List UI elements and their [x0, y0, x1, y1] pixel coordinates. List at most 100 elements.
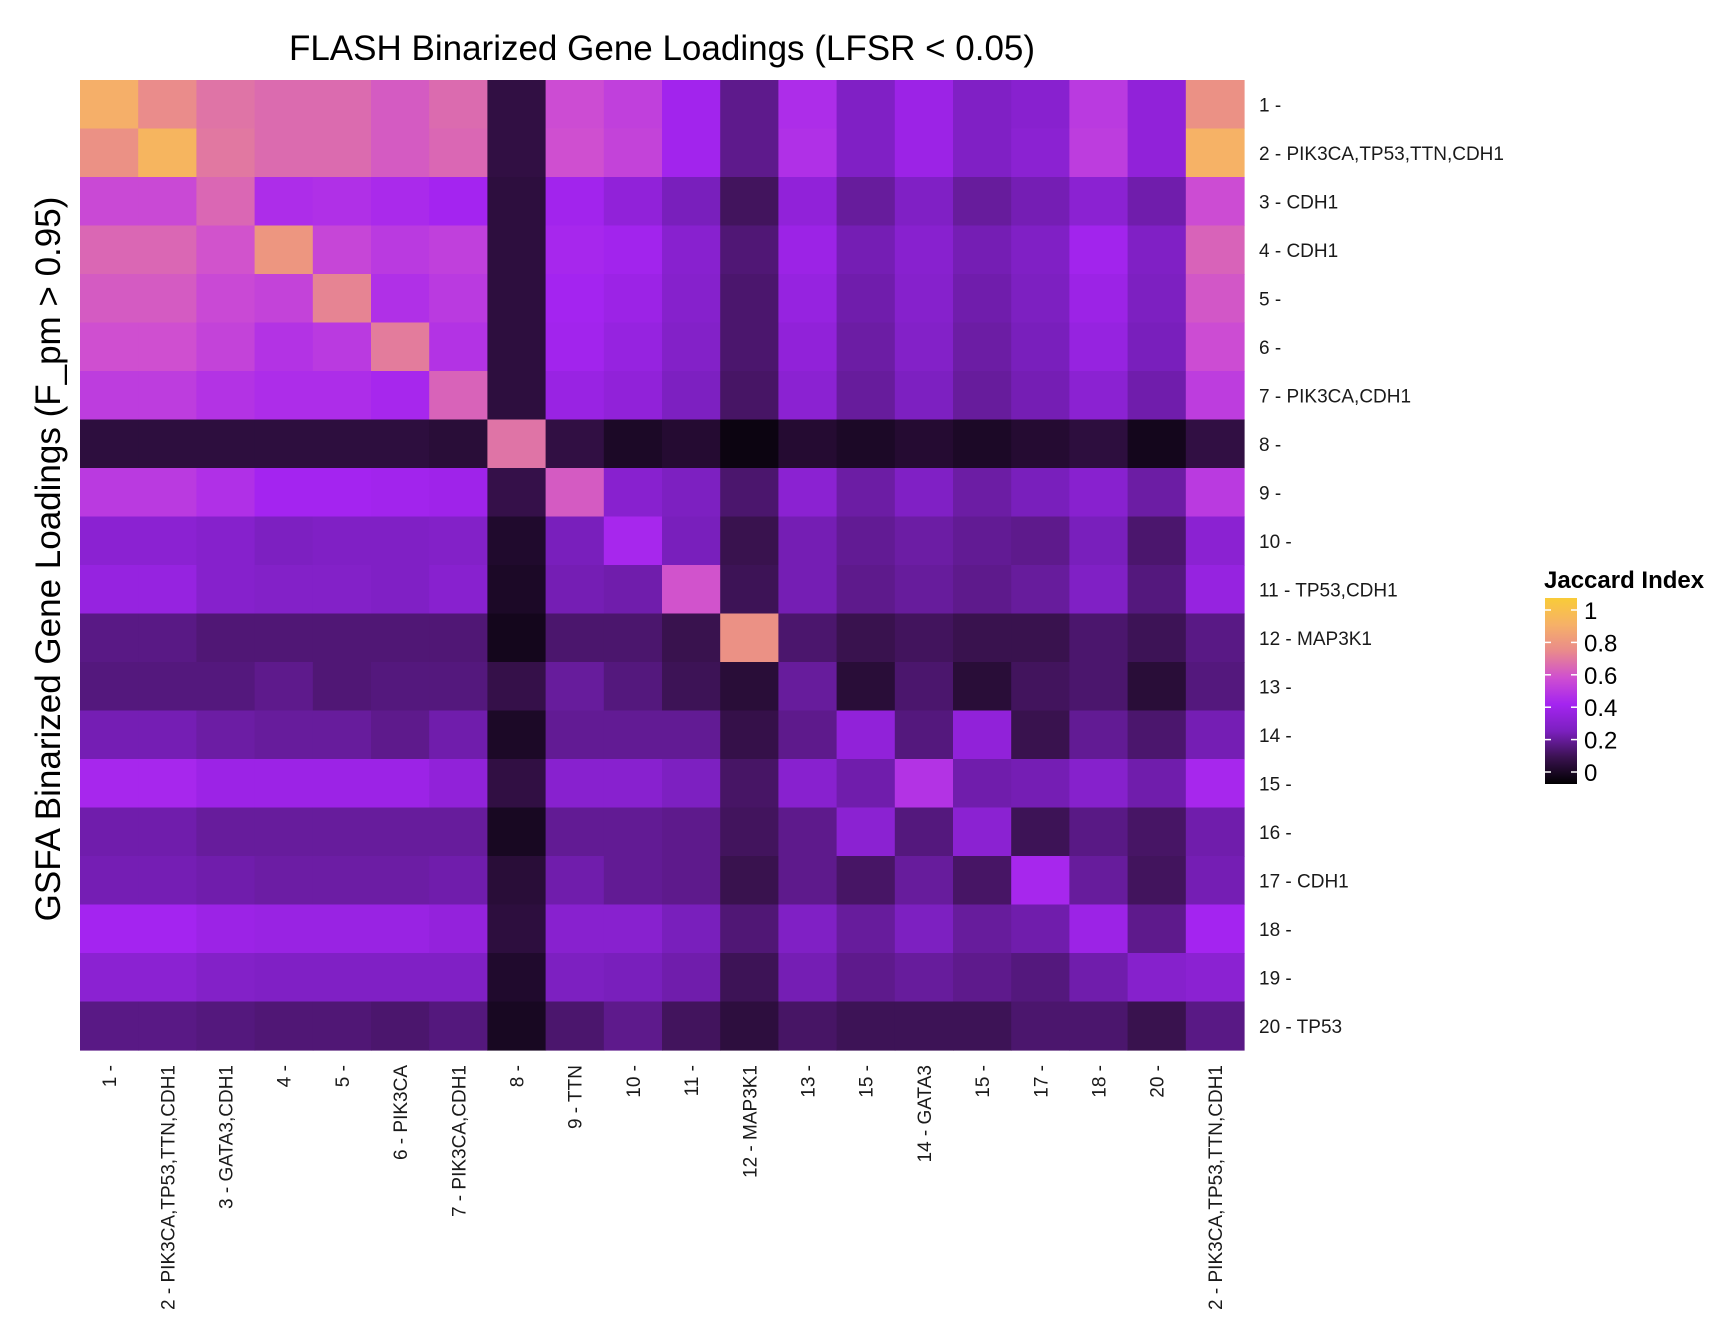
- heatmap-cell: [312, 419, 372, 469]
- legend-tick-label: 0.8: [1584, 630, 1617, 657]
- heatmap-cell: [603, 759, 663, 809]
- y-tick-label: 13 -: [1259, 677, 1292, 698]
- heatmap-cell: [720, 128, 779, 178]
- heatmap-cell: [836, 807, 896, 857]
- heatmap-cell: [1069, 710, 1129, 760]
- heatmap-cell: [196, 371, 256, 421]
- heatmap-cell: [1127, 613, 1187, 663]
- heatmap-cell: [80, 662, 139, 712]
- heatmap-cell: [1127, 565, 1187, 615]
- heatmap-cell: [1069, 807, 1129, 857]
- heatmap-cell: [662, 177, 721, 227]
- heatmap-cell: [720, 371, 779, 421]
- heatmap-cell: [1069, 468, 1129, 518]
- heatmap-cell: [720, 419, 779, 469]
- heatmap-cell: [487, 1001, 547, 1051]
- x-tick-label: 13 -: [799, 1065, 820, 1098]
- heatmap-cell: [894, 856, 954, 906]
- heatmap-cell: [662, 516, 721, 566]
- heatmap-cell: [778, 856, 838, 906]
- x-tick-label: 7 - PIK3CA,CDH1: [449, 1065, 470, 1217]
- heatmap-cell: [429, 419, 488, 469]
- heatmap-cell: [1069, 759, 1129, 809]
- heatmap-cell: [138, 274, 197, 324]
- heatmap-cell: [545, 904, 605, 954]
- heatmap-cell: [662, 856, 721, 906]
- heatmap-cell: [371, 468, 430, 518]
- heatmap-cell: [371, 953, 430, 1003]
- heatmap-cell: [545, 710, 605, 760]
- heatmap-cell: [720, 710, 779, 760]
- y-tick-label: 1 -: [1259, 95, 1281, 116]
- legend-colorbar: [1545, 598, 1577, 784]
- y-tick-label: 19 -: [1259, 968, 1292, 989]
- heatmap-cell: [138, 662, 197, 712]
- heatmap-cell: [720, 759, 779, 809]
- heatmap-cell: [196, 516, 256, 566]
- heatmap-cell: [1069, 904, 1129, 954]
- x-tick-label: 12 - MAP3K1: [740, 1065, 761, 1178]
- heatmap-cell: [429, 613, 488, 663]
- legend-tick-label: 0: [1584, 760, 1597, 787]
- heatmap-cell: [545, 177, 605, 227]
- heatmap-cell: [371, 710, 430, 760]
- heatmap-cell: [778, 807, 838, 857]
- heatmap-cell: [429, 565, 488, 615]
- heatmap-cell: [1011, 177, 1070, 227]
- heatmap-cell: [312, 759, 372, 809]
- heatmap-cell: [138, 322, 197, 372]
- x-tick-label: 15 -: [857, 1065, 878, 1098]
- heatmap-cell: [720, 807, 779, 857]
- heatmap-cell: [1069, 419, 1129, 469]
- heatmap-cell: [429, 468, 488, 518]
- heatmap-cell: [953, 565, 1012, 615]
- heatmap-cell: [1011, 904, 1070, 954]
- heatmap-cell: [254, 371, 314, 421]
- heatmap-cell: [953, 274, 1012, 324]
- heatmap-cell: [953, 662, 1012, 712]
- heatmap-cell: [80, 468, 139, 518]
- heatmap-cell: [662, 904, 721, 954]
- heatmap-cell: [312, 468, 372, 518]
- x-tick-label: 4 -: [275, 1065, 296, 1087]
- heatmap-cell: [603, 468, 663, 518]
- heatmap-cell: [720, 516, 779, 566]
- heatmap-cell: [1011, 856, 1070, 906]
- heatmap-cell: [1069, 953, 1129, 1003]
- heatmap-cell: [545, 1001, 605, 1051]
- heatmap-cell: [894, 225, 954, 275]
- heatmap-cell: [80, 856, 139, 906]
- heatmap-cell: [138, 128, 197, 178]
- heatmap-cell: [953, 710, 1012, 760]
- x-tick-label: 5 -: [333, 1065, 354, 1087]
- heatmap-cell: [720, 274, 779, 324]
- heatmap-cell: [1185, 1001, 1245, 1051]
- heatmap-cell: [429, 807, 488, 857]
- heatmap-cell: [80, 710, 139, 760]
- heatmap-cell: [1127, 759, 1187, 809]
- heatmap-cell: [545, 953, 605, 1003]
- heatmap-cell: [312, 904, 372, 954]
- heatmap-cell: [662, 759, 721, 809]
- heatmap-cell: [778, 80, 838, 130]
- heatmap-cell: [603, 1001, 663, 1051]
- heatmap-cell: [80, 516, 139, 566]
- heatmap-cell: [487, 759, 547, 809]
- heatmap-cell: [254, 419, 314, 469]
- legend-ticks: 1 0.8 0.6 0.4 0.2 0: [1545, 598, 1617, 787]
- heatmap-cell: [487, 225, 547, 275]
- heatmap-cell: [487, 710, 547, 760]
- heatmap-cell: [80, 128, 139, 178]
- heatmap-cell: [138, 419, 197, 469]
- heatmap-cell: [836, 710, 896, 760]
- heatmap-cell: [1127, 322, 1187, 372]
- heatmap-cell: [312, 613, 372, 663]
- heatmap-cell: [662, 80, 721, 130]
- heatmap-cell: [1069, 371, 1129, 421]
- heatmap-cell: [603, 516, 663, 566]
- heatmap-cell: [1185, 565, 1245, 615]
- y-axis-label: GSFA Binarized Gene Loadings (F_pm > 0.9…: [29, 197, 68, 922]
- heatmap-cell: [254, 322, 314, 372]
- heatmap-cell: [487, 807, 547, 857]
- heatmap-cell: [196, 759, 256, 809]
